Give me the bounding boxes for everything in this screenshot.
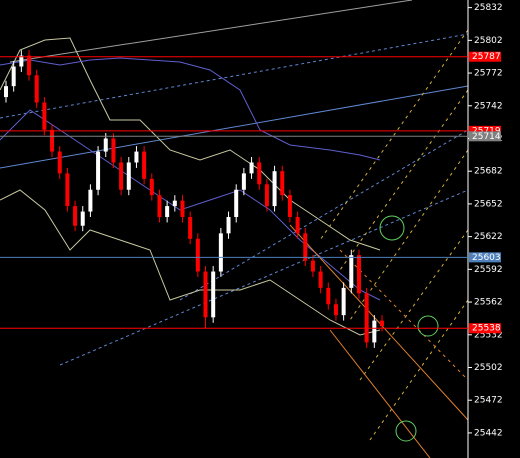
- candle-body: [326, 287, 331, 305]
- candle-body: [142, 151, 147, 179]
- y-tick-label: 25502: [474, 363, 503, 373]
- fan-line: [359, 229, 469, 381]
- candle-body: [364, 293, 369, 343]
- candle-body: [42, 102, 47, 130]
- candle-body: [318, 271, 323, 288]
- marker-circle: [379, 215, 405, 241]
- fan-line: [369, 299, 469, 441]
- level-label: 25787: [472, 52, 501, 62]
- candle-body: [180, 200, 185, 218]
- level-label: 25538: [472, 324, 501, 334]
- candle-body: [149, 178, 154, 196]
- y-tick-label: 25562: [474, 298, 503, 308]
- candle-body: [65, 173, 70, 207]
- y-tick-label: 25742: [474, 101, 503, 111]
- candle-body: [218, 233, 223, 272]
- band-line: [0, 57, 381, 161]
- marker-circle: [395, 420, 417, 442]
- candle-body: [111, 138, 116, 163]
- candle-body: [88, 189, 93, 212]
- y-tick-label: 25532: [474, 330, 503, 340]
- candle-body: [103, 138, 108, 152]
- candle-body: [341, 287, 346, 316]
- candle-body: [73, 206, 78, 226]
- candle-body: [226, 217, 231, 234]
- candle-body: [372, 320, 377, 343]
- candle-body: [157, 195, 162, 218]
- candle-body: [272, 171, 277, 207]
- average-line: [0, 109, 381, 301]
- candle-body: [134, 151, 139, 163]
- y-tick-label: 25772: [474, 69, 503, 79]
- candle-body: [34, 75, 39, 103]
- candle-body: [241, 173, 246, 190]
- level-tag: [469, 51, 501, 62]
- level-tag: [469, 252, 501, 263]
- channel-line: [339, 249, 469, 381]
- candle-body: [11, 66, 16, 87]
- candle-body: [57, 151, 62, 174]
- candle-body: [211, 271, 216, 318]
- level-label: 25714: [472, 132, 501, 142]
- candle-body: [165, 206, 170, 218]
- candle-body: [119, 162, 124, 190]
- candle-body: [126, 162, 131, 190]
- candle-body: [280, 171, 285, 196]
- candle-body: [333, 304, 338, 316]
- y-tick-label: 25442: [474, 428, 503, 438]
- candle-body: [349, 255, 354, 288]
- candle-body: [264, 184, 269, 207]
- candle-body: [80, 211, 85, 226]
- trend-line: [59, 189, 469, 366]
- y-tick-label: 25682: [474, 167, 503, 177]
- candle-body: [249, 162, 254, 174]
- candle-body: [356, 255, 361, 294]
- candle-body: [203, 271, 208, 318]
- level-tag: [469, 131, 501, 142]
- candle-body: [257, 162, 262, 185]
- candle-body: [27, 55, 32, 76]
- candle-body: [287, 195, 292, 218]
- candle-body: [19, 55, 24, 67]
- band-line: [0, 37, 381, 251]
- band-line: [0, 189, 381, 336]
- fan-line: [339, 89, 469, 271]
- candle-body: [4, 86, 8, 98]
- y-tick-label: 25592: [474, 265, 503, 275]
- candle-body: [310, 260, 315, 272]
- marker-circle: [417, 315, 439, 337]
- candle-body: [303, 233, 308, 261]
- candle-body: [50, 129, 55, 152]
- candle-body: [195, 238, 200, 272]
- y-tick-label: 25622: [474, 232, 503, 242]
- channel-line: [329, 329, 431, 458]
- fan-line: [319, 29, 469, 241]
- level-tag: [469, 323, 501, 334]
- level-tag: [469, 125, 501, 136]
- candle-body: [295, 217, 300, 234]
- level-label: 25603: [472, 253, 501, 263]
- candle-body: [96, 151, 101, 190]
- y-tick-label: 25652: [474, 199, 503, 209]
- candle-body: [172, 200, 177, 207]
- candle-body: [380, 320, 384, 327]
- y-tick-label: 25802: [474, 36, 503, 46]
- candle-body: [188, 217, 193, 239]
- y-tick-label: 25472: [474, 396, 503, 406]
- candle-body: [234, 189, 239, 218]
- trend-line: [0, 85, 469, 169]
- trend-line: [0, 33, 469, 119]
- trend-line: [179, 129, 469, 301]
- y-tick-label: 25832: [474, 3, 503, 13]
